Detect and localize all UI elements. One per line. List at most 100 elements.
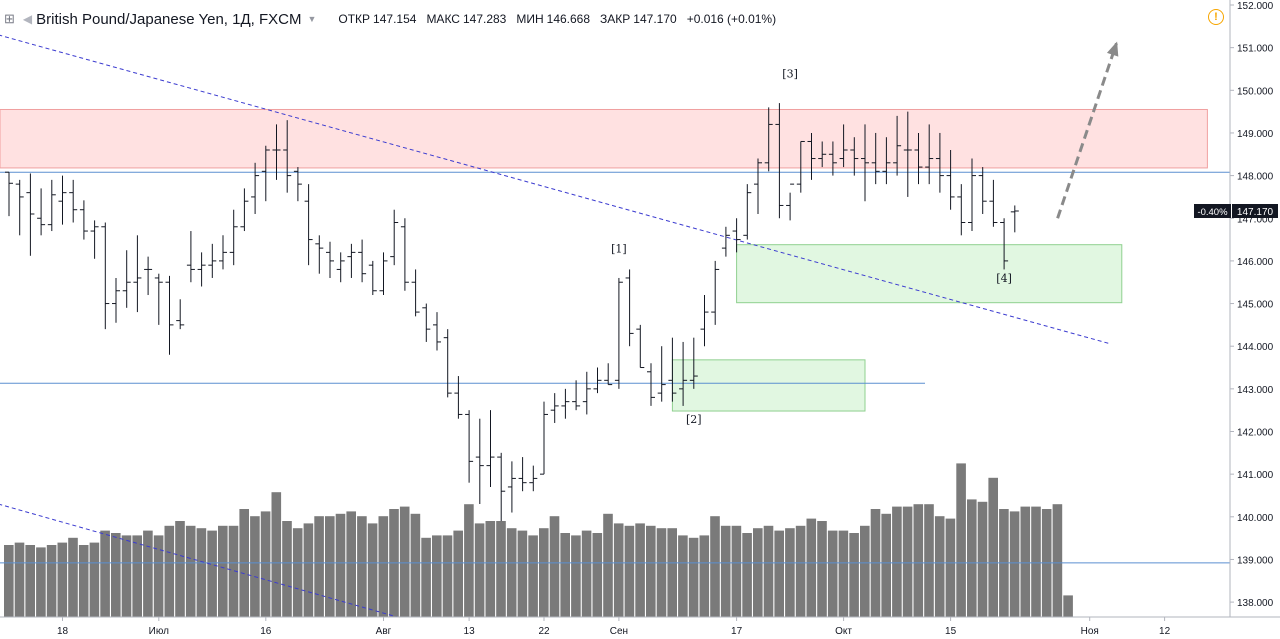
volume-bar bbox=[592, 533, 603, 617]
volume-bar bbox=[111, 533, 121, 617]
volume-bar bbox=[485, 521, 496, 617]
price-tick-label: 143.000 bbox=[1237, 385, 1274, 396]
price-tick-label: 141.000 bbox=[1237, 470, 1274, 481]
ohlc-bar bbox=[15, 179, 24, 236]
volume-bar bbox=[153, 535, 164, 617]
volume-bar bbox=[25, 545, 35, 617]
ohlc-bar bbox=[475, 418, 484, 505]
volume-bar bbox=[956, 463, 966, 617]
open-label: ОТКР bbox=[338, 12, 371, 26]
ohlc-bar bbox=[572, 380, 581, 411]
trend-line bbox=[0, 503, 406, 620]
ohlc-bar bbox=[69, 179, 78, 223]
volume-bar bbox=[838, 530, 849, 617]
ohlc-bar bbox=[347, 243, 356, 278]
volume-bar bbox=[378, 516, 389, 617]
volume-bar bbox=[432, 535, 442, 617]
price-tag-text: 147.170 bbox=[1237, 207, 1274, 218]
volume-bar bbox=[1020, 506, 1031, 617]
ohlc-bar bbox=[465, 410, 474, 483]
volume-bar bbox=[292, 528, 303, 617]
ohlc-bar bbox=[657, 346, 666, 402]
ohlc-bar bbox=[561, 388, 570, 419]
ohlc-bar bbox=[368, 260, 377, 296]
volume-bar bbox=[442, 535, 453, 617]
ohlc-bar bbox=[968, 158, 976, 232]
volume-bar bbox=[132, 535, 142, 617]
price-tick-label: 147.000 bbox=[1237, 214, 1274, 225]
wave-label: [2] bbox=[686, 413, 702, 426]
volume-bar bbox=[763, 525, 774, 617]
expand-icon[interactable]: ⊞ bbox=[4, 11, 15, 26]
volume-bar bbox=[325, 516, 335, 617]
ohlc-bar bbox=[764, 107, 773, 172]
ohlc-bars-layer bbox=[5, 103, 1019, 522]
zones-layer bbox=[0, 108, 1208, 412]
volume-bar bbox=[164, 525, 175, 617]
ohlc-bar bbox=[914, 132, 923, 185]
time-tick-label: Сен bbox=[610, 626, 628, 637]
ohlc-bar bbox=[861, 124, 869, 202]
ohlc-bar bbox=[743, 184, 752, 240]
volume-bar bbox=[581, 530, 592, 617]
volume-bar bbox=[517, 530, 528, 617]
time-tick-label: 22 bbox=[538, 626, 550, 637]
ohlc-bar bbox=[454, 376, 463, 419]
volume-layer bbox=[4, 463, 1073, 617]
volume-bar bbox=[785, 528, 795, 617]
chevron-down-icon[interactable]: ▼ bbox=[307, 14, 317, 24]
ohlc-bar bbox=[946, 150, 955, 210]
volume-bar bbox=[100, 530, 110, 617]
volume-bar bbox=[945, 518, 956, 617]
high-value: 147.283 bbox=[462, 12, 507, 26]
volume-bar bbox=[14, 542, 25, 617]
price-tick-label: 149.000 bbox=[1237, 129, 1274, 140]
ohlc-bar bbox=[668, 337, 677, 402]
ohlc-bar bbox=[122, 250, 131, 308]
volume-bar bbox=[207, 530, 217, 617]
volume-bar bbox=[967, 499, 977, 617]
ohlc-bar bbox=[882, 137, 891, 185]
ohlc-bar bbox=[326, 241, 334, 278]
symbol-title[interactable]: British Pound/Japanese Yen, 1Д, FXCM bbox=[36, 10, 302, 28]
price-tick-label: 146.000 bbox=[1237, 257, 1274, 268]
ohlc-bar bbox=[411, 269, 420, 317]
ohlc-bar bbox=[240, 188, 249, 232]
ohlc-bar bbox=[850, 137, 859, 176]
volume-bar bbox=[720, 525, 731, 617]
ohlc-bar bbox=[219, 235, 227, 270]
price-tag-bg bbox=[1232, 203, 1278, 218]
volume-bar bbox=[881, 513, 891, 617]
high-label: МАКС bbox=[426, 12, 460, 26]
volume-bar bbox=[410, 513, 421, 617]
ohlc-bar bbox=[47, 179, 56, 232]
ohlc-bar bbox=[754, 158, 762, 214]
price-tick-label: 145.000 bbox=[1237, 300, 1274, 311]
time-axis[interactable]: 18 Июл 16 Авг 13 22 Сен 17 Окт 15 Ноя 12 bbox=[0, 616, 1280, 639]
volume-bar bbox=[1052, 504, 1063, 617]
ohlc-bar bbox=[818, 141, 827, 168]
volume-bar bbox=[549, 516, 560, 617]
ohlc-bar bbox=[903, 111, 912, 197]
volume-bar bbox=[924, 504, 934, 617]
volume-bar bbox=[988, 477, 998, 617]
alert-icon[interactable]: ! bbox=[1208, 9, 1224, 25]
volume-bar bbox=[731, 525, 742, 617]
volume-bar bbox=[817, 521, 827, 617]
ohlc-bar bbox=[518, 457, 527, 492]
ohlc-bar bbox=[807, 132, 816, 180]
collapse-icon[interactable]: ◀ bbox=[22, 12, 33, 26]
volume-bar bbox=[57, 542, 68, 617]
volume-bar bbox=[827, 530, 838, 617]
price-axis[interactable]: 152.000 151.000 150.000 149.000 148.000 147.0… bbox=[1229, 0, 1280, 639]
volume-bar bbox=[1063, 595, 1073, 617]
ohlc-bar bbox=[26, 173, 35, 256]
time-tick-label: 13 bbox=[464, 626, 476, 637]
volume-bar bbox=[46, 545, 57, 617]
volume-bar bbox=[742, 533, 752, 617]
volume-bar bbox=[346, 511, 356, 617]
ohlc-bar bbox=[796, 140, 805, 193]
ohlc-bar bbox=[978, 167, 987, 214]
ohlc-bar bbox=[828, 141, 837, 176]
